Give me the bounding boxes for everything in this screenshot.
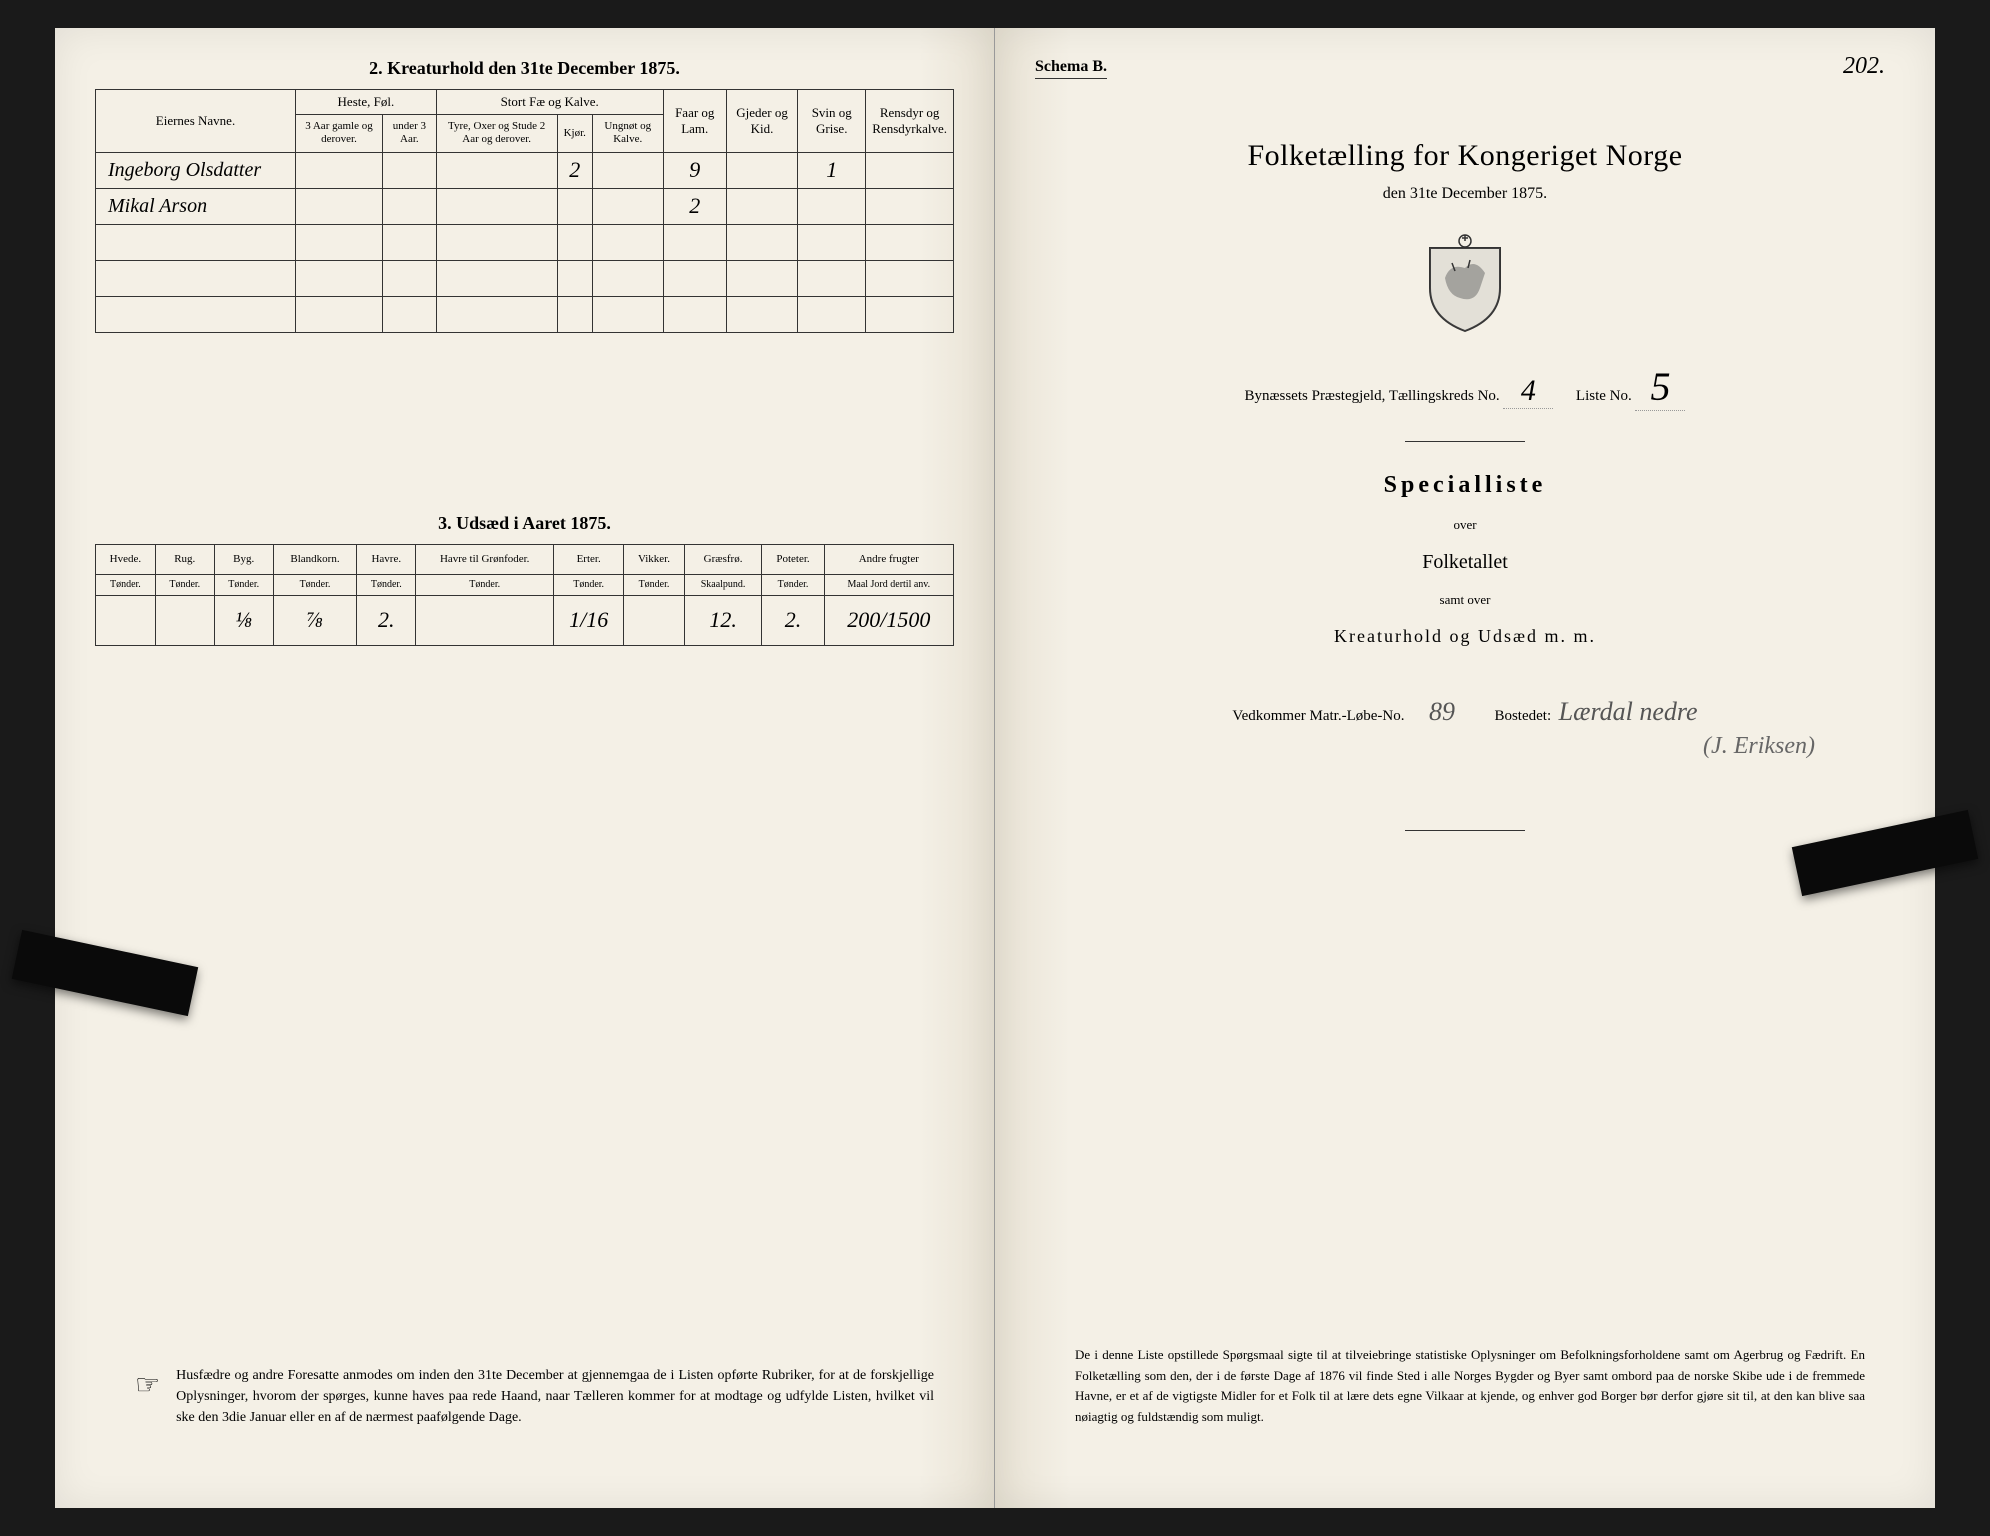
table-row <box>96 296 954 332</box>
footer-note: ☞ Husfædre og andre Foresatte anmodes om… <box>135 1365 934 1428</box>
bosted-value: Lærdal nedre <box>1559 697 1698 727</box>
col-header: Havre. <box>357 544 416 574</box>
col-header: Havre til Grønfoder. <box>416 544 554 574</box>
col-h1: 3 Aar gamle og derover. <box>296 114 383 152</box>
col-header: Hvede. <box>96 544 156 574</box>
col-ren: Rensdyr og Rensdyrkalve. <box>866 90 954 153</box>
cell-value: 12. <box>684 595 762 645</box>
col-header: Byg. <box>214 544 273 574</box>
col-unit: Tønder. <box>214 574 273 595</box>
cell-value: 2 <box>557 152 592 188</box>
col-svin: Svin og Grise. <box>798 90 866 153</box>
liste-label: Liste No. <box>1576 388 1632 404</box>
table-row: Mikal Arson 2 <box>96 188 954 224</box>
table-row <box>96 224 954 260</box>
cell-value: 2. <box>357 595 416 645</box>
census-date: den 31te December 1875. <box>1035 185 1895 203</box>
right-footer: De i denne Liste opstillede Spørgsmaal s… <box>1075 1345 1865 1428</box>
cell-value: ⅛ <box>214 595 273 645</box>
matr-no: 89 <box>1412 697 1472 727</box>
main-title: Folketælling for Kongeriget Norge <box>1035 139 1895 173</box>
over-text: over <box>1035 517 1895 533</box>
cell-value: 2. <box>762 595 824 645</box>
coat-of-arms-icon <box>1420 233 1510 333</box>
footer-text: Husfædre og andre Foresatte anmodes om i… <box>176 1365 934 1428</box>
pointing-hand-icon: ☞ <box>135 1365 160 1428</box>
table-row <box>96 260 954 296</box>
col-s2: Kjør. <box>557 114 592 152</box>
owner-name: Mikal Arson <box>96 188 296 224</box>
owner-name: Ingeborg Olsdatter <box>96 152 296 188</box>
cell-value: ⅞ <box>273 595 357 645</box>
bosted-label: Bostedet: <box>1494 708 1551 724</box>
cell-value: 200/1500 <box>824 595 953 645</box>
liste-no: 5 <box>1635 363 1685 411</box>
cell-value <box>416 595 554 645</box>
col-owner: Eiernes Navne. <box>96 90 296 153</box>
cell-value <box>624 595 685 645</box>
cell-value: 2 <box>663 188 726 224</box>
schema-label: Schema B. <box>1035 58 1107 79</box>
bosted-value2: (J. Eriksen) <box>1035 733 1895 760</box>
col-unit: Skaalpund. <box>684 574 762 595</box>
col-header: Poteter. <box>762 544 824 574</box>
col-header: Erter. <box>554 544 624 574</box>
col-header: Andre frugter <box>824 544 953 574</box>
divider <box>1405 441 1525 442</box>
table-row: Ingeborg Olsdatter 2 9 1 <box>96 152 954 188</box>
folketallet: Folketallet <box>1035 551 1895 574</box>
section2-title: 2. Kreaturhold den 31te December 1875. <box>95 58 954 79</box>
left-page: 2. Kreaturhold den 31te December 1875. E… <box>55 28 995 1508</box>
col-unit: Tønder. <box>96 574 156 595</box>
right-page: Schema B. 202. Folketælling for Kongerig… <box>995 28 1935 1508</box>
col-unit: Tønder. <box>624 574 685 595</box>
cell-value <box>155 595 214 645</box>
vedkommer-label: Vedkommer Matr.-Løbe-No. <box>1232 708 1404 724</box>
cell-value: 1/16 <box>554 595 624 645</box>
divider <box>1405 830 1525 831</box>
col-header: Rug. <box>155 544 214 574</box>
col-unit: Maal Jord dertil anv. <box>824 574 953 595</box>
section3: 3. Udsæd i Aaret 1875. Hvede.Rug.Byg.Bla… <box>95 513 954 646</box>
col-unit: Tønder. <box>155 574 214 595</box>
col-unit: Tønder. <box>762 574 824 595</box>
col-unit: Tønder. <box>554 574 624 595</box>
col-header: Græsfrø. <box>684 544 762 574</box>
col-header: Blandkorn. <box>273 544 357 574</box>
col-unit: Tønder. <box>273 574 357 595</box>
district-line: Bynæssets Præstegjeld, Tællingskreds No.… <box>1035 363 1895 411</box>
sowing-table: Hvede.Rug.Byg.Blandkorn.Havre.Havre til … <box>95 544 954 646</box>
col-header: Vikker. <box>624 544 685 574</box>
vedkommer-line: Vedkommer Matr.-Løbe-No. 89 Bostedet: Læ… <box>1035 697 1895 727</box>
group-stort: Stort Fæ og Kalve. <box>436 90 663 115</box>
col-faar: Faar og Lam. <box>663 90 726 153</box>
cell-value: 1 <box>798 152 866 188</box>
col-h2: under 3 Aar. <box>382 114 436 152</box>
col-s1: Tyre, Oxer og Stude 2 Aar og derover. <box>436 114 557 152</box>
special-title: Specialliste <box>1035 472 1895 499</box>
col-gjeder: Gjeder og Kid. <box>726 90 797 153</box>
samt-text: samt over <box>1035 592 1895 608</box>
livestock-table: Eiernes Navne. Heste, Føl. Stort Fæ og K… <box>95 89 954 333</box>
cell-value <box>96 595 156 645</box>
page-number: 202. <box>1843 53 1885 80</box>
kreds-no: 4 <box>1503 374 1553 409</box>
col-unit: Tønder. <box>357 574 416 595</box>
section3-title: 3. Udsæd i Aaret 1875. <box>95 513 954 534</box>
book-spread: 2. Kreaturhold den 31te December 1875. E… <box>55 28 1935 1508</box>
col-unit: Tønder. <box>416 574 554 595</box>
col-s3: Ungnøt og Kalve. <box>592 114 663 152</box>
kreatur-text: Kreaturhold og Udsæd m. m. <box>1035 626 1895 647</box>
cell-value: 9 <box>663 152 726 188</box>
parish-label: Bynæssets Præstegjeld, Tællingskreds No. <box>1245 388 1500 404</box>
group-heste: Heste, Føl. <box>296 90 437 115</box>
